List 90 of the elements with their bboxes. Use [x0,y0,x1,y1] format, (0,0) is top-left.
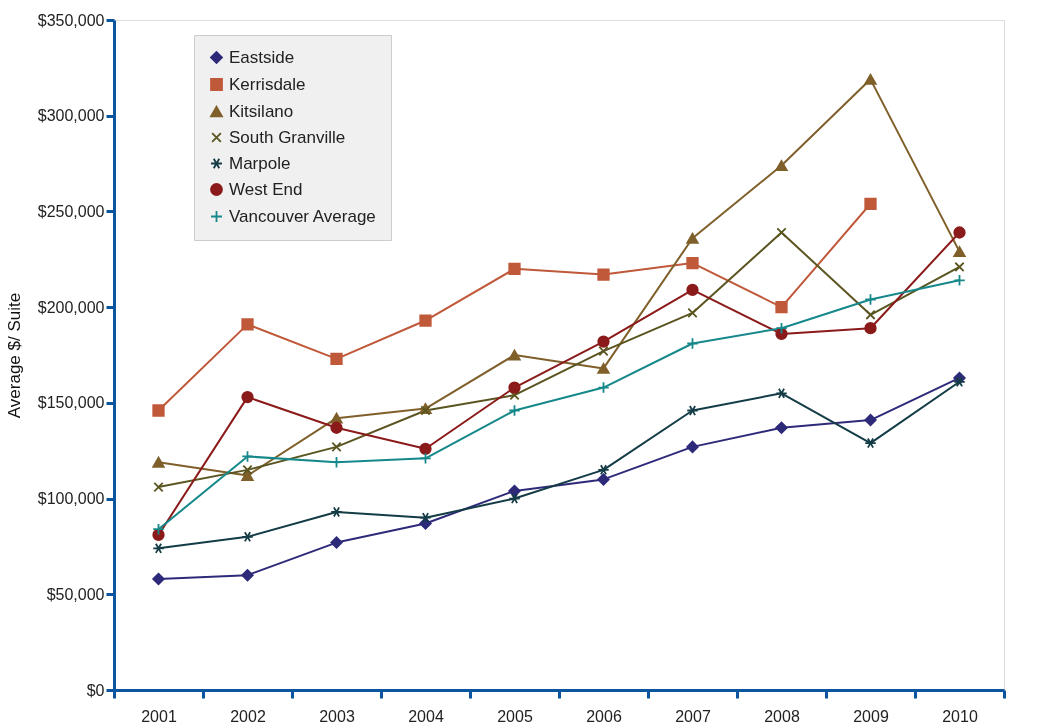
y-tick-label: $150,000 [37,394,105,412]
point [241,569,254,582]
point [152,523,165,536]
x-tick-label: 2004 [408,707,444,725]
x-tick-label: 2002 [230,707,266,725]
point [686,256,699,270]
point [864,413,877,427]
point [242,464,253,475]
point [953,246,966,258]
point [241,470,254,482]
point [686,337,699,350]
point [954,261,965,273]
y-tick-label: $100,000 [37,490,105,508]
point [509,390,520,401]
point [152,456,165,468]
y-tick-label: $200,000 [37,298,105,316]
point [776,227,787,238]
point [775,160,788,171]
point [330,421,343,434]
x-tick-label: 2005 [497,707,533,725]
y-tick-label: $300,000 [37,107,105,125]
point [775,327,788,341]
point [686,283,699,297]
point [597,381,610,394]
point [864,73,877,85]
point [508,404,521,417]
point [152,542,165,554]
point [153,481,164,493]
point [241,531,254,543]
legend-label: South Granville [229,127,346,147]
y-tick-label: $50,000 [46,585,105,603]
point [330,536,343,549]
point [775,322,788,335]
legend-label: Marpole [229,153,291,173]
point [508,349,521,361]
y-axis-title: Average $/ Suite [4,292,24,419]
point [953,376,966,388]
y-tick-label: $350,000 [37,11,105,29]
point [419,452,432,465]
legend-label: Kerrisdale [229,74,306,94]
point [241,318,254,331]
point [686,232,699,244]
point [953,274,966,287]
legend-label: Kitsilano [229,101,294,121]
point [598,346,609,357]
point [597,362,610,374]
point [775,301,788,314]
point [953,226,966,239]
point [508,493,521,505]
x-tick-label: 2008 [764,707,800,725]
point [775,421,788,434]
point [419,442,432,455]
point [686,405,699,416]
point [330,352,343,365]
point [330,412,343,424]
x-tick-label: 2003 [319,707,355,725]
point [152,572,165,586]
point [419,314,432,327]
legend-label: Eastside [229,47,295,67]
point [330,506,343,518]
legend-label: West End [229,179,303,199]
x-tick-label: 2007 [675,707,711,725]
point [152,528,165,542]
point [864,293,877,306]
point [331,441,342,452]
x-tick-label: 2006 [586,707,622,725]
point [864,197,877,210]
y-tick-label: $250,000 [37,202,105,220]
point [508,381,521,394]
point [686,440,699,454]
point [508,262,521,275]
point [241,390,254,404]
point [687,307,698,318]
point [597,335,610,348]
y-tick-label: $0 [86,681,105,699]
x-tick-label: 2010 [942,707,978,725]
point [241,450,254,463]
point [597,464,610,476]
point [597,473,610,486]
legend-label: Vancouver Average [229,206,376,226]
point [864,322,877,335]
x-tick-label: 2001 [141,707,177,725]
point [864,437,877,449]
point [152,404,165,417]
point [865,309,876,320]
point [775,387,788,399]
point [508,484,521,498]
x-tick-label: 2009 [853,707,889,725]
point [597,268,610,281]
point [419,512,432,524]
